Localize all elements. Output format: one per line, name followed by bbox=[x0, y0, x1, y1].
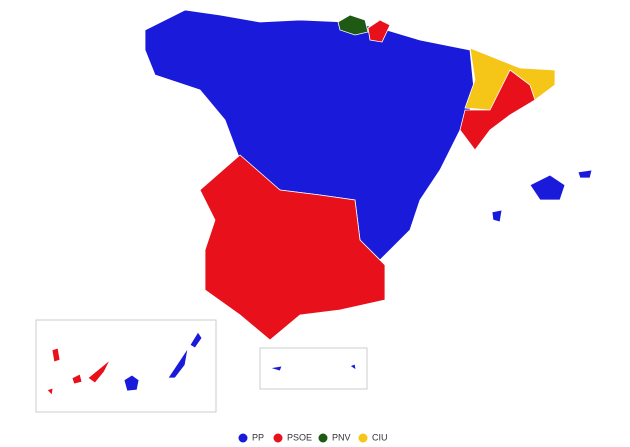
region bbox=[349, 363, 357, 371]
region bbox=[123, 374, 140, 392]
region bbox=[337, 14, 369, 36]
legend-swatch bbox=[238, 433, 248, 443]
region bbox=[491, 209, 503, 223]
region bbox=[167, 347, 189, 379]
ceuta-melilla-inset bbox=[259, 347, 368, 390]
region bbox=[367, 19, 391, 43]
legend-label: PSOE bbox=[287, 432, 312, 442]
legend-swatch bbox=[273, 433, 283, 443]
region bbox=[529, 174, 566, 201]
region bbox=[189, 331, 203, 349]
legend: PP PSOE PNV CIU bbox=[238, 432, 388, 443]
region bbox=[459, 69, 536, 151]
legend-label: PNV bbox=[332, 432, 351, 442]
region bbox=[46, 387, 54, 396]
region bbox=[71, 373, 83, 385]
regions bbox=[46, 9, 593, 396]
legend-label: CIU bbox=[372, 432, 388, 442]
region bbox=[199, 154, 386, 341]
canary-inset bbox=[35, 319, 217, 413]
region bbox=[87, 359, 111, 384]
region bbox=[269, 365, 283, 372]
region bbox=[577, 169, 593, 179]
legend-label: PP bbox=[252, 432, 264, 442]
region bbox=[51, 347, 61, 363]
region bbox=[144, 9, 476, 261]
legend-swatch bbox=[318, 433, 328, 443]
legend-swatch bbox=[358, 433, 368, 443]
